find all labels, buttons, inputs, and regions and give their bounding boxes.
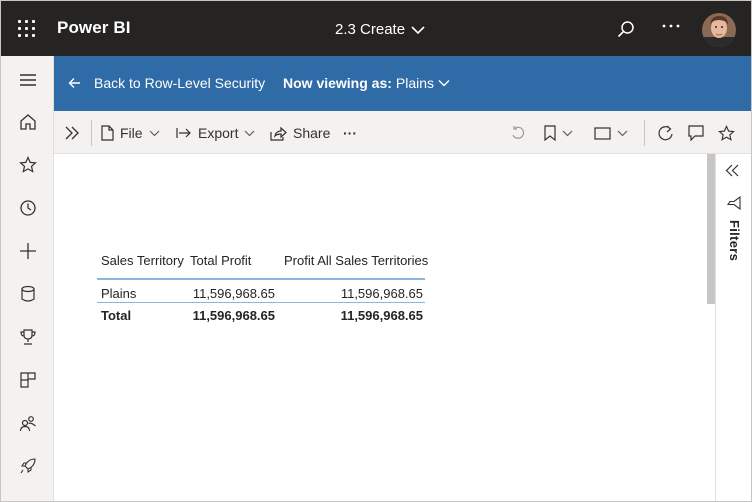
rls-banner: Back to Row-Level Security Now viewing a… [54, 56, 751, 111]
chevron-down-icon [245, 130, 255, 136]
column-header-profit-all[interactable]: Profit All Sales Territories [284, 253, 429, 268]
viewing-as-dropdown[interactable]: Now viewing as: Plains [283, 75, 450, 91]
more-icon[interactable] [659, 14, 683, 38]
chevron-down-icon [411, 25, 425, 34]
shared-icon[interactable] [15, 410, 41, 436]
goals-icon[interactable] [15, 324, 41, 350]
bookmark-menu[interactable] [544, 123, 573, 143]
toolbar-more-button[interactable]: ··· [343, 123, 357, 143]
comment-icon[interactable] [688, 123, 704, 143]
refresh-icon[interactable] [657, 123, 674, 143]
column-header-sales-territory[interactable]: Sales Territory [101, 253, 184, 268]
create-icon[interactable] [15, 238, 41, 264]
chevron-down-icon [149, 130, 159, 136]
header-divider [97, 278, 425, 280]
total-label: Total [101, 308, 132, 323]
more-icon: ··· [343, 125, 357, 141]
report-canvas: Sales Territory Total Profit Profit All … [54, 154, 715, 501]
avatar[interactable] [702, 13, 736, 47]
search-icon[interactable] [614, 17, 638, 41]
toolbar-divider [644, 120, 645, 146]
back-to-rls-link[interactable]: Back to Row-Level Security [68, 75, 265, 91]
filters-label[interactable]: Filters [727, 220, 742, 262]
viewing-role: Plains [395, 75, 435, 91]
back-label: Back to Row-Level Security [94, 75, 266, 91]
export-menu[interactable]: Export [176, 123, 255, 143]
report-title: 2.3 Create [335, 21, 406, 38]
home-icon[interactable] [15, 109, 41, 135]
share-label: Share [293, 125, 331, 141]
filter-icon [726, 195, 741, 215]
export-icon [176, 128, 191, 138]
report-toolbar: File Export Share ··· [54, 111, 751, 154]
app-launcher-icon[interactable] [18, 20, 36, 38]
total-profit-all-value: 11,596,968.65 [340, 308, 423, 323]
bookmark-icon [544, 125, 556, 141]
file-label: File [120, 125, 143, 141]
apps-icon[interactable] [15, 367, 41, 393]
share-button[interactable]: Share [270, 123, 330, 143]
file-icon [101, 125, 114, 141]
cell-territory: Plains [101, 286, 137, 301]
chevron-down-icon [438, 80, 450, 87]
cell-total-profit: 11,596,968.65 [192, 286, 275, 301]
favorites-icon[interactable] [15, 152, 41, 178]
total-divider [97, 302, 425, 303]
export-label: Export [198, 125, 239, 141]
share-icon [270, 126, 287, 141]
reset-icon[interactable] [510, 123, 526, 143]
top-bar: Power BI 2.3 Create [1, 1, 751, 56]
toolbar-divider [91, 120, 92, 146]
report-title-dropdown[interactable]: 2.3 Create [335, 21, 425, 38]
cell-profit-all: 11,596,968.65 [340, 286, 423, 301]
collapse-pane-icon[interactable] [725, 164, 739, 182]
chevron-down-icon [562, 130, 573, 136]
chevron-down-icon [617, 130, 628, 136]
app-name[interactable]: Power BI [57, 18, 131, 37]
total-profit-value: 11,596,968.65 [192, 308, 275, 323]
canvas-scrollbar[interactable] [707, 154, 715, 304]
menu-icon[interactable] [15, 67, 41, 93]
column-header-total-profit[interactable]: Total Profit [190, 253, 252, 268]
view-icon [594, 126, 611, 140]
viewing-prefix: Now viewing as: [283, 75, 392, 91]
recent-icon[interactable] [15, 195, 41, 221]
favorite-star-icon[interactable] [718, 123, 735, 143]
back-arrow-icon [68, 78, 80, 88]
left-navigation [1, 56, 54, 501]
datasets-icon[interactable] [15, 281, 41, 307]
view-menu[interactable] [594, 123, 628, 143]
filters-pane: Filters [715, 154, 751, 501]
file-menu[interactable]: File [101, 123, 160, 143]
expand-pane-icon[interactable] [64, 123, 80, 143]
learn-icon[interactable] [15, 453, 41, 479]
